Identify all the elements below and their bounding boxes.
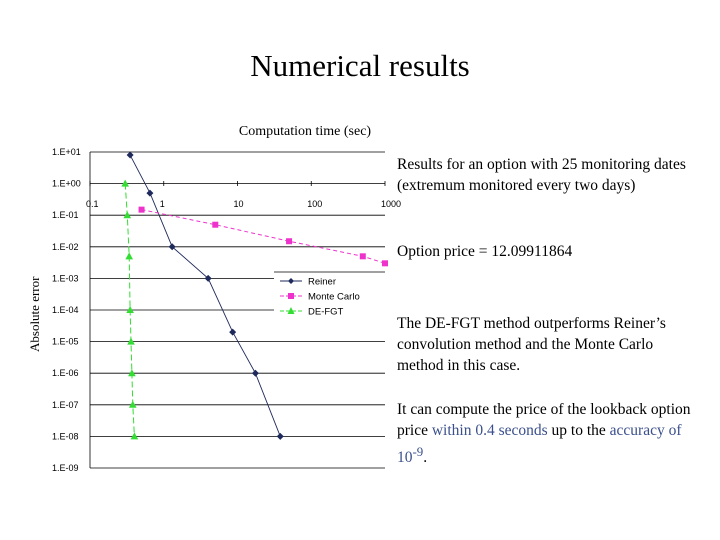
- legend-marker: [288, 278, 294, 284]
- note-accuracy-exponent: -9: [412, 444, 424, 459]
- x-tick-label: 1: [160, 199, 165, 209]
- data-point-reiner: [229, 328, 237, 336]
- data-point-reiner: [146, 189, 154, 197]
- x-tick-label: 10: [234, 199, 244, 209]
- note-accuracy-end: .: [423, 449, 428, 467]
- data-point-de-fgt: [123, 211, 132, 219]
- note-accuracy-mid: up to the: [547, 422, 610, 439]
- y-tick-label: 1.E+01: [52, 147, 81, 157]
- chart-title: Computation time (sec): [238, 124, 372, 139]
- data-point-reiner: [276, 432, 284, 440]
- legend-marker: [287, 307, 295, 314]
- legend-label: DE-FGT: [308, 307, 344, 318]
- y-tick-label: 1.E-01: [52, 210, 79, 220]
- y-tick-label: 1.E-07: [52, 400, 79, 410]
- data-point-reiner: [126, 151, 134, 159]
- y-tick-label: 1.E-08: [52, 431, 79, 441]
- y-tick-label: 1.E-03: [52, 273, 79, 283]
- y-tick-label: 1.E+00: [52, 179, 81, 189]
- data-point-de-fgt: [126, 306, 134, 313]
- y-tick-label: 1.E-05: [52, 337, 79, 347]
- data-point-monte-carlo: [212, 221, 219, 228]
- note-accuracy-highlight-accuracy: accuracy of 10: [397, 422, 682, 467]
- y-tick-label: 1.E-04: [52, 305, 79, 315]
- note-accuracy-pre: It can compute the price of the lookback…: [397, 401, 691, 439]
- data-point-de-fgt: [130, 432, 139, 440]
- x-tick-label: 1000: [381, 199, 401, 209]
- series-line-reiner: [129, 154, 281, 437]
- note-accuracy: It can compute the price of the lookback…: [397, 399, 697, 468]
- data-point-reiner: [168, 243, 176, 251]
- series-line-monte-carlo: [141, 209, 386, 264]
- data-point-de-fgt: [128, 400, 137, 408]
- data-point-de-fgt: [121, 179, 129, 187]
- legend-label: Reiner: [308, 277, 336, 288]
- data-point-reiner: [204, 274, 212, 282]
- x-tick-label: 0.1: [86, 199, 99, 209]
- legend-marker: [288, 293, 294, 299]
- slide-title: Numerical results: [250, 48, 470, 83]
- note-results-description: Results for an option with 25 monitoring…: [397, 156, 686, 194]
- x-tick-label: 100: [307, 199, 322, 209]
- series-line-de-fgt: [124, 183, 135, 437]
- data-point-reiner: [251, 369, 259, 377]
- data-point-de-fgt: [125, 252, 133, 260]
- data-point-monte-carlo: [382, 260, 388, 267]
- data-point-de-fgt: [128, 369, 136, 377]
- y-tick-label: 1.E-09: [52, 463, 79, 473]
- y-tick-label: 1.E-02: [52, 242, 79, 252]
- note-accuracy-highlight-time: within 0.4 seconds: [431, 422, 548, 439]
- y-tick-label: 1.E-06: [52, 368, 79, 378]
- legend-label: Monte Carlo: [308, 292, 360, 303]
- note-option-price: Option price = 12.09911864: [397, 243, 573, 260]
- data-point-monte-carlo: [359, 253, 366, 260]
- data-point-de-fgt: [127, 337, 135, 345]
- data-point-monte-carlo: [286, 238, 293, 245]
- data-point-monte-carlo: [138, 206, 145, 213]
- note-method-comparison: The DE-FGT method outperforms Reiner’s c…: [397, 315, 666, 374]
